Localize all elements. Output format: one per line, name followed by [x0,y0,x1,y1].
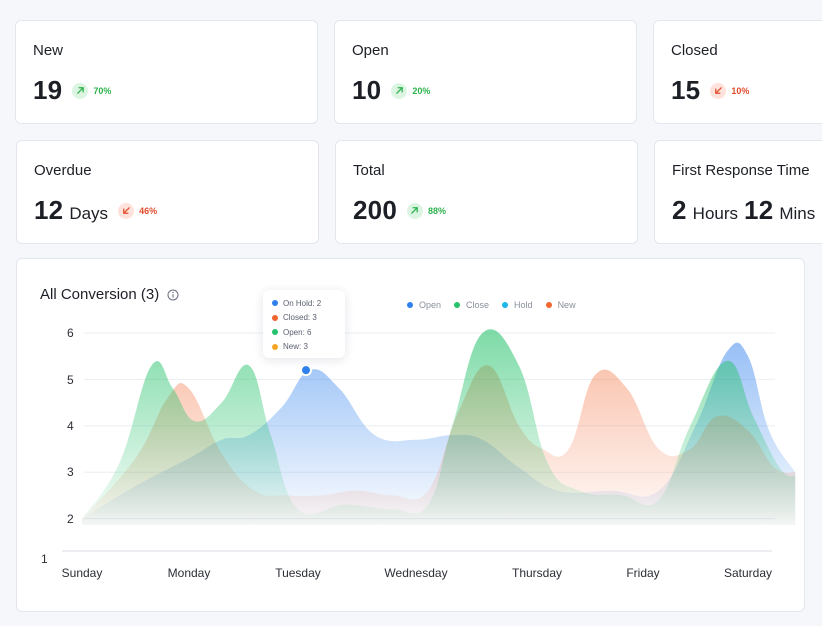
stat-value-row: 12 Days 46% [34,195,157,226]
stat-value: 200 [353,195,397,225]
x-tick-label: Wednesday [384,566,448,580]
stat-value: 12 [34,195,64,225]
legend-item-hold[interactable]: Hold [502,300,533,310]
tooltip-row-new: New: 3 [272,340,345,355]
legend-dot [545,302,552,308]
delta-value: 10% [731,85,750,96]
stat-unit: Hours [692,204,739,223]
chart-legend: Open Close Hold New [407,300,589,310]
x-tick-label: Thursday [511,566,563,580]
stat-value-row: 19 70% [33,75,111,106]
stat-title: Overdue [34,162,92,179]
x-tick-label: Saturday [723,566,773,580]
delta-value: 70% [93,85,112,96]
stat-card-open[interactable]: Open 10 20% [334,20,637,124]
y-tick-label: 1 [41,552,48,566]
stat-value: 19 [33,75,63,105]
stat-title: First Response Time [672,162,810,179]
stat-card-closed[interactable]: Closed 15 10% [653,20,822,124]
legend-label: Open [419,300,442,310]
tooltip-row-open: Open: 6 [272,325,345,340]
arrow-down-left-icon [118,202,135,219]
y-tick-label: 5 [67,373,74,387]
stat-value: 2 [672,195,687,225]
stat-unit: Days [69,204,109,223]
stat-card-new[interactable]: New 19 70% [15,20,318,124]
info-icon[interactable] [167,289,179,301]
stat-card-overdue[interactable]: Overdue 12 Days 46% [16,140,319,244]
tooltip-row-on-hold: On Hold: 2 [272,296,345,311]
delta-value: 46% [139,205,158,216]
chart-title-text: All Conversion (3) [40,286,160,303]
x-tick-label: Sunday [61,566,103,580]
stat-value: 10 [352,75,382,105]
delta-badge: 88% [406,202,446,219]
delta-badge: 10% [710,82,750,99]
area-series-new [82,365,796,525]
tooltip-dot [272,314,278,321]
stat-title: Total [353,162,385,179]
chart-tooltip: On Hold: 2 Closed: 3 Open: 6 New: 3 [263,290,345,358]
y-tick-label: 4 [67,419,74,433]
legend-label: Hold [514,300,533,310]
stat-value-row: 15 10% [671,75,749,106]
y-tick-label: 6 [67,326,74,340]
tooltip-label: Closed: 3 [283,313,317,323]
stat-title: New [33,42,64,59]
conversion-chart-card: All Conversion (3) Open Close Hold New 6… [16,258,805,612]
arrow-up-right-icon [72,82,89,99]
arrow-down-left-icon [710,82,727,99]
delta-badge: 46% [118,202,158,219]
stat-unit-secondary: Mins [779,204,816,223]
highlighted-point [300,364,312,377]
stat-value-row: 2 Hours 12 Mins [672,195,821,226]
legend-dot [454,302,461,308]
stat-title: Open [352,42,389,59]
legend-item-open[interactable]: Open [407,300,441,310]
legend-item-new[interactable]: New [545,300,576,310]
tooltip-dot [272,343,278,350]
tooltip-row-closed: Closed: 3 [272,311,345,326]
stat-card-first-response-time[interactable]: First Response Time 2 Hours 12 Mins [654,140,822,244]
x-tick-label: Tuesday [275,566,321,580]
legend-label: Close [466,300,490,310]
stat-value-secondary: 12 [744,195,774,225]
stat-value-row: 10 20% [352,75,430,106]
x-tick-label: Monday [167,566,211,580]
tooltip-label: On Hold: 2 [283,298,322,308]
x-tick-label: Friday [626,566,660,580]
legend-dot [502,302,509,308]
stat-title: Closed [671,42,718,59]
area-series-close [82,329,796,525]
stat-value-row: 200 88% [353,195,446,226]
arrow-up-right-icon [391,82,408,99]
tooltip-dot [272,329,278,336]
chart-title: All Conversion (3) [40,286,179,303]
stat-value: 15 [671,75,701,105]
tooltip-label: New: 3 [283,342,308,352]
delta-value: 20% [412,85,431,96]
arrow-up-right-icon [406,202,423,219]
conversion-area-chart [62,329,796,552]
delta-badge: 20% [391,82,431,99]
delta-value: 88% [427,205,446,216]
legend-label: New [557,300,576,310]
tooltip-label: Open: 6 [283,327,312,337]
legend-item-close[interactable]: Close [454,300,489,310]
y-tick-label: 3 [67,465,74,479]
legend-dot [407,302,413,308]
tooltip-dot [272,300,278,307]
y-tick-label: 2 [67,512,74,526]
stat-card-total[interactable]: Total 200 88% [335,140,638,244]
delta-badge: 70% [72,82,112,99]
